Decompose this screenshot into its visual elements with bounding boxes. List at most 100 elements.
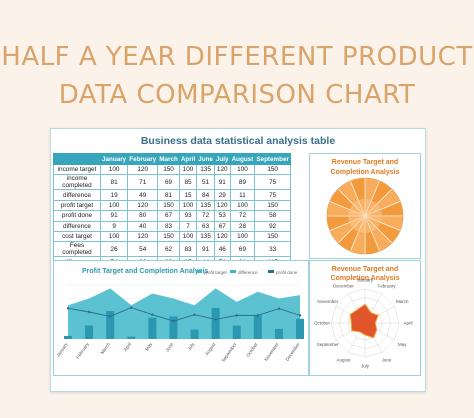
legend-swatch: [268, 270, 274, 273]
table-cell: 91: [99, 210, 129, 222]
table-cell: 58: [254, 210, 291, 222]
line-point: [235, 314, 238, 317]
pie-outline: [326, 177, 404, 255]
table-cell: 33: [254, 241, 291, 258]
table-row: cost target 100 120 150 100 135 120 100 150: [53, 230, 291, 243]
data-table-panel: January February March April June July A…: [53, 153, 307, 385]
pie-inner-ring: [347, 198, 383, 234]
table-cell: 135: [196, 230, 215, 243]
table-cell: 100: [229, 199, 256, 212]
table-cell: 83: [157, 220, 180, 232]
pie-chart-title-line-2: Completion Analysis: [330, 169, 400, 176]
bar-difference: [127, 336, 136, 339]
radar-axis-label: October: [314, 321, 331, 326]
table-row: difference 9 40 83 7 63 67 28 92: [53, 220, 291, 232]
row-label: Fees completed: [53, 241, 101, 258]
month-header: August: [229, 153, 256, 165]
line-point: [298, 314, 302, 317]
legend-label: profit target: [204, 270, 228, 275]
line-point: [66, 307, 70, 310]
table-cell: 71: [127, 174, 159, 191]
radar-chart-title-line-1: Revenue Target and: [331, 266, 399, 273]
table-cell: 135: [196, 163, 215, 176]
table-cell: 26: [99, 241, 129, 258]
bar-difference: [106, 310, 115, 339]
row-label: profit done: [53, 210, 101, 222]
table-cell: 49: [127, 189, 159, 201]
table-corner-cell: [53, 153, 101, 165]
row-label: cost target: [53, 230, 101, 243]
table-cell: 120: [213, 230, 231, 243]
legend-swatch: [196, 270, 202, 273]
table-cell: 63: [196, 220, 215, 232]
x-tick-label: December: [285, 341, 302, 362]
bar-difference: [64, 335, 72, 339]
table-cell: 100: [178, 163, 198, 176]
table-cell: 150: [254, 199, 291, 212]
row-label: profit target: [53, 199, 101, 212]
x-tick-label: November: [263, 341, 280, 362]
table-cell: 89: [229, 174, 256, 191]
table-cell: 9: [99, 220, 129, 232]
table-cell: 69: [229, 241, 256, 258]
bar-difference: [296, 318, 304, 339]
table-cell: 100: [229, 230, 256, 243]
table-cell: 67: [213, 220, 231, 232]
spreadsheet-card: Business data statistical analysis table…: [50, 128, 426, 392]
table-cell: 19: [99, 189, 129, 201]
radar-axis-label: April: [403, 321, 412, 326]
radar-axis-label: September: [317, 342, 340, 347]
month-header: February: [127, 153, 159, 165]
month-header: April: [178, 153, 198, 165]
area-chart-panel: Profit Target and Completion Analysis pro…: [53, 260, 309, 376]
bar-difference: [211, 307, 220, 339]
x-tick-label: February: [75, 341, 90, 360]
line-point: [277, 307, 281, 310]
table-cell: 62: [157, 241, 180, 258]
area-chart: Profit Target and Completion Analysispro…: [55, 268, 304, 363]
x-tick-label: March: [100, 341, 112, 355]
bar-difference: [274, 328, 283, 339]
bar-difference: [190, 329, 199, 339]
line-point: [130, 306, 133, 309]
row-label: difference: [53, 189, 101, 201]
bar-difference: [169, 316, 178, 339]
table-cell: 93: [178, 210, 198, 222]
headline-line-2: DATA COMPARISON CHART: [58, 80, 416, 110]
area-chart-title: Profit Target and Completion Analysis: [82, 268, 209, 275]
table-cell: 120: [213, 163, 231, 176]
table-cell: 72: [196, 210, 215, 222]
table-cell: 100: [229, 163, 256, 176]
table-row: income target 100 120 150 100 135 120 100 150: [53, 163, 291, 176]
radar-series-area: [349, 303, 379, 339]
table-cell: 85: [178, 174, 198, 191]
line-point: [172, 319, 175, 323]
table-cell: 53: [213, 210, 231, 222]
table-cell: 150: [157, 199, 180, 212]
table-cell: 83: [178, 241, 198, 258]
table-cell: 100: [99, 199, 129, 212]
bar-difference: [85, 325, 94, 339]
legend-label: difference: [238, 270, 258, 275]
radar-axis-label: December: [333, 283, 354, 288]
radar-axis-label: May: [398, 342, 407, 347]
x-tick-label: October: [245, 341, 259, 358]
table-cell: 120: [127, 163, 159, 176]
radar-axis-label: July: [361, 364, 370, 369]
radar-chart-panel: Revenue Target and Completion Analysis J…: [309, 260, 421, 376]
table-cell: 67: [157, 210, 180, 222]
month-header: September: [254, 153, 291, 165]
row-label: income completed: [53, 174, 101, 191]
month-header: July: [213, 153, 231, 165]
table-cell: 81: [99, 174, 129, 191]
table-cell: 150: [157, 163, 180, 176]
table-row: profit target 100 120 150 100 135 120 100 150: [53, 199, 291, 212]
table-cell: 120: [127, 199, 159, 212]
line-point: [151, 313, 154, 316]
table-cell: 84: [196, 189, 215, 201]
row-label: difference: [53, 220, 101, 232]
radar-axis-label: June: [382, 358, 392, 363]
table-cell: 40: [127, 220, 159, 232]
table-cell: 100: [178, 230, 198, 243]
table-row: income completed 81 71 69 85 51 91 89 75: [53, 174, 291, 191]
